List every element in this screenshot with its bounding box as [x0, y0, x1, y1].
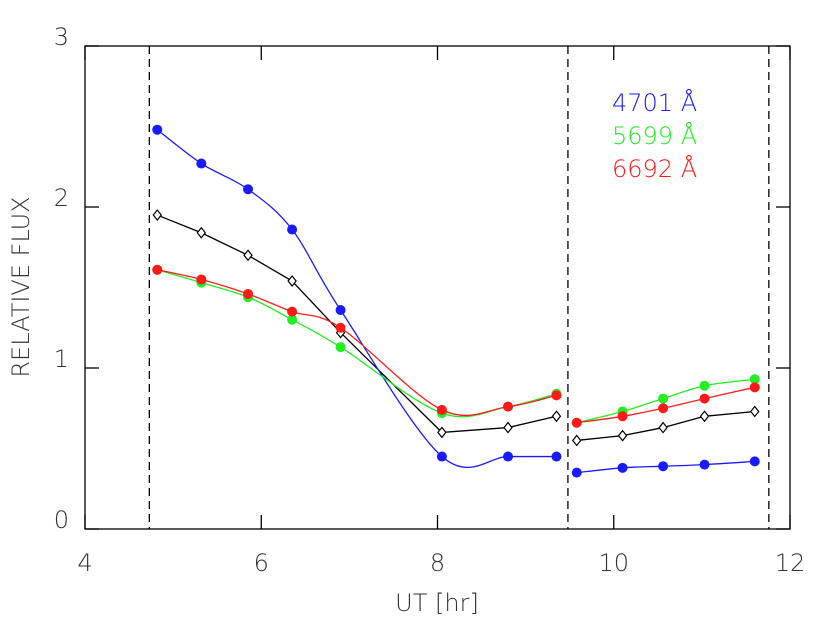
data-point [287, 314, 298, 325]
x-tick-label: 6 [254, 549, 269, 577]
data-point [243, 288, 254, 299]
data-point [617, 411, 628, 422]
data-point [749, 405, 760, 418]
data-point [335, 322, 346, 333]
series-line [157, 214, 557, 434]
data-point [437, 426, 447, 439]
series-line [156, 129, 557, 468]
y-tick-label: 0 [54, 506, 69, 534]
legend-label: 6692 Å [612, 154, 697, 183]
data-point [436, 404, 447, 415]
y-tick-label: 3 [54, 23, 69, 51]
data-point [152, 209, 163, 222]
data-point [571, 417, 582, 428]
data-point [749, 382, 760, 393]
data-point [243, 184, 254, 195]
data-point [152, 124, 163, 135]
data-point [335, 342, 346, 353]
series-line [157, 269, 557, 417]
data-point [287, 306, 298, 317]
legend-label: 4701 Å [612, 88, 697, 117]
data-point [658, 461, 669, 472]
data-point [287, 224, 298, 235]
legend-label: 5699 Å [612, 121, 697, 150]
data-point [749, 456, 760, 467]
y-axis-label: RELATIVE FLUX [7, 196, 35, 377]
data-point [699, 393, 710, 404]
x-tick-label: 4 [77, 549, 92, 577]
x-tick-label: 12 [775, 549, 806, 577]
data-point [571, 467, 582, 478]
data-point [503, 421, 513, 434]
y-tick-label: 2 [54, 184, 69, 212]
data-point [436, 451, 447, 462]
data-point [749, 374, 760, 385]
data-point [617, 429, 628, 442]
data-point [503, 451, 513, 462]
data-point [243, 249, 253, 262]
x-axis-label: UT [hr] [395, 589, 479, 617]
data-point [196, 158, 207, 169]
data-point [699, 410, 710, 423]
data-point [287, 275, 297, 288]
data-point [551, 410, 562, 423]
data-point [551, 390, 562, 401]
data-point [571, 434, 582, 447]
data-point [152, 264, 163, 275]
data-point [196, 274, 207, 285]
data-point [658, 421, 668, 434]
data-point [699, 459, 710, 470]
x-tick-label: 10 [598, 549, 629, 577]
data-point [551, 451, 562, 462]
data-point [503, 401, 513, 412]
data-point [335, 305, 346, 316]
data-point [196, 226, 207, 239]
data-point [699, 380, 710, 391]
y-tick-label: 1 [54, 345, 69, 373]
data-point [658, 403, 669, 414]
data-point [658, 393, 669, 404]
series-line [157, 269, 557, 418]
x-tick-label: 8 [430, 549, 445, 577]
data-point [617, 462, 628, 473]
